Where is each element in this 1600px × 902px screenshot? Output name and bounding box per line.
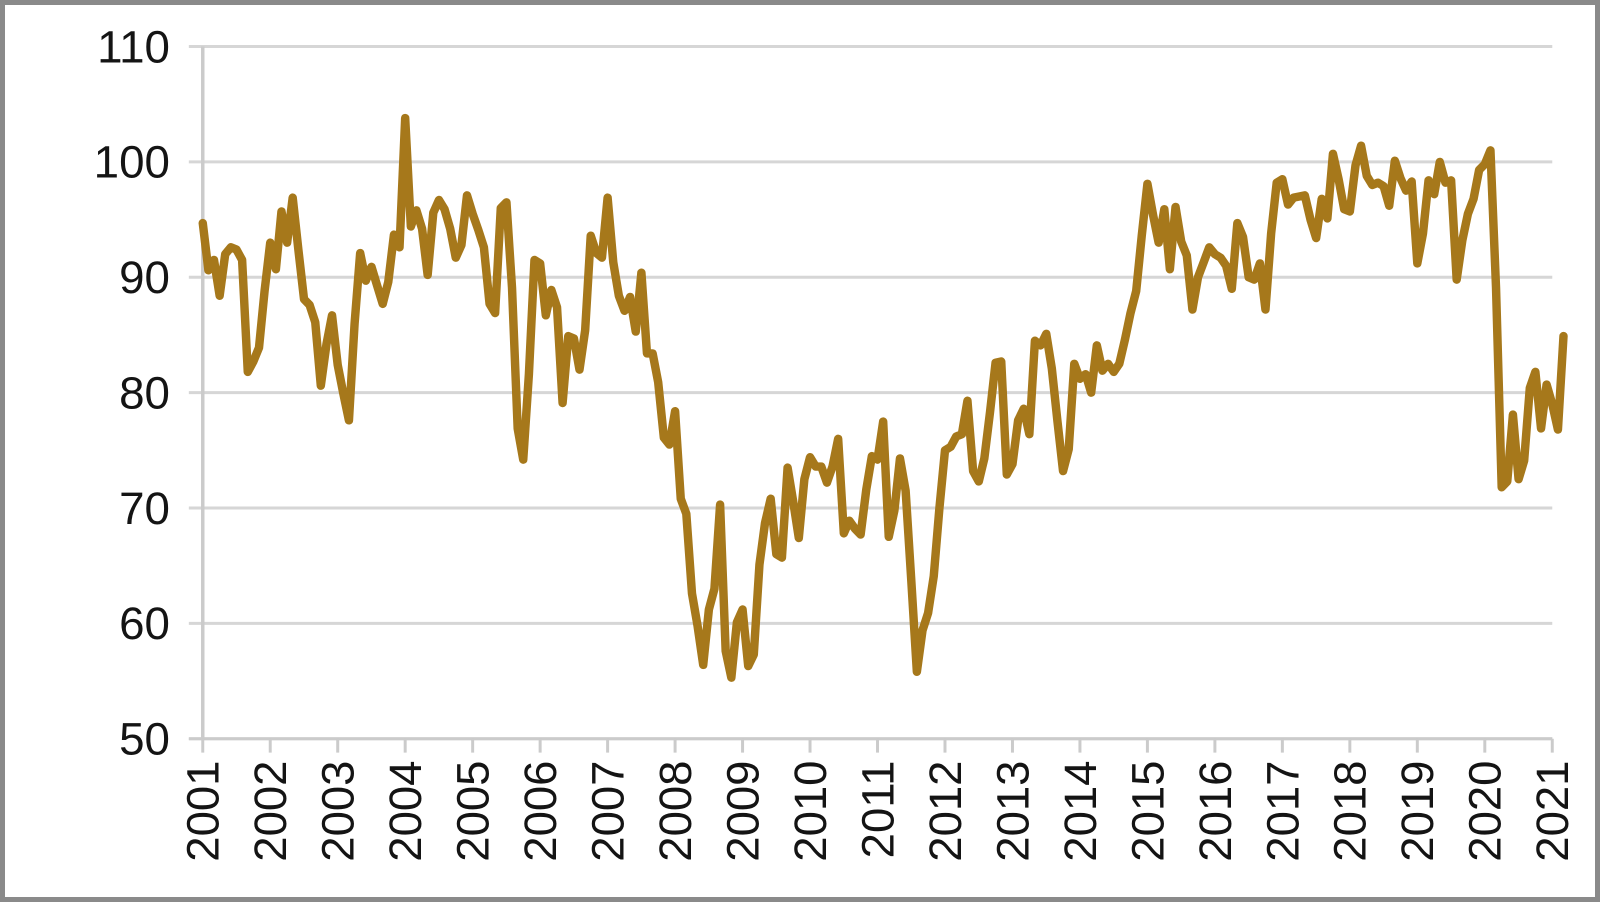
y-tick-label: 50	[119, 714, 170, 765]
x-tick-label: 2013	[987, 761, 1038, 862]
x-tick-label: 2018	[1325, 761, 1376, 862]
x-tick-label: 2004	[380, 761, 431, 862]
x-tick-label: 2009	[717, 761, 768, 862]
sentiment-series-line	[198, 113, 1568, 682]
axes-group	[188, 46, 1554, 753]
x-tick-label: 2016	[1190, 761, 1241, 862]
x-axis-labels-group: 2001 2002 2003 2004 2005 2006 2007 2008 2009 2010…	[178, 761, 1579, 862]
x-tick-label: 2012	[920, 761, 971, 862]
x-tick-label: 2014	[1055, 761, 1106, 862]
x-tick-label: 2002	[245, 761, 296, 862]
y-tick-label: 90	[119, 252, 170, 303]
x-tick-label: 2007	[582, 761, 633, 862]
y-axis-labels-group: 50 60 70 80 90 100 110	[94, 21, 170, 764]
x-tick-label: 2017	[1257, 761, 1308, 862]
x-tick-label: 2021	[1527, 761, 1578, 862]
y-tick-label: 70	[119, 483, 170, 534]
y-tick-label: 100	[94, 137, 170, 188]
gridlines-group	[188, 45, 1553, 741]
x-tick-label: 2008	[650, 761, 701, 862]
x-tick-label: 2010	[785, 761, 836, 862]
x-tick-label: 2011	[852, 761, 903, 859]
series-group	[198, 113, 1568, 682]
x-tick-label: 2019	[1392, 761, 1443, 862]
y-tick-label: 80	[119, 368, 170, 419]
y-tick-label: 110	[97, 21, 170, 72]
x-tick-label: 2001	[178, 761, 229, 862]
y-tick-label: 60	[119, 598, 170, 649]
x-tick-label: 2003	[313, 761, 364, 862]
x-tick-label: 2005	[447, 761, 498, 862]
x-tick-label: 2015	[1122, 761, 1173, 862]
x-tick-label: 2020	[1460, 761, 1511, 862]
x-tick-label: 2006	[515, 761, 566, 862]
